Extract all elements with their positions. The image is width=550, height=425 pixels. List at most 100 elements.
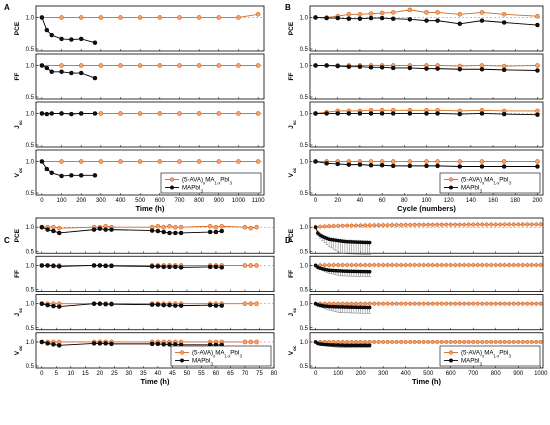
- data-point: [177, 111, 182, 116]
- data-point: [511, 263, 516, 267]
- data-point: [368, 11, 374, 16]
- data-point: [516, 263, 521, 267]
- x-tick-label: 70: [242, 371, 249, 377]
- data-point: [368, 111, 374, 116]
- data-point: [424, 10, 429, 15]
- subplot-frame: [35, 149, 265, 196]
- y-axis-label: FF: [288, 73, 295, 81]
- data-point: [354, 340, 359, 344]
- legend-label-mapbi: MAPbI3: [182, 185, 204, 194]
- data-point: [480, 263, 485, 267]
- data-point: [91, 227, 97, 232]
- data-point: [248, 339, 254, 345]
- data-point: [407, 163, 413, 169]
- data-point: [51, 224, 56, 230]
- data-point: [471, 301, 476, 306]
- y-axis-label: Voc: [288, 345, 297, 355]
- y-tick-label: 0.5: [26, 191, 35, 197]
- data-point: [390, 223, 395, 227]
- data-point: [448, 301, 453, 306]
- y-tick-label: 1.0: [300, 159, 309, 165]
- data-point: [97, 341, 103, 346]
- data-point: [345, 340, 350, 344]
- data-point: [69, 173, 74, 178]
- data-point: [379, 111, 385, 116]
- data-point: [489, 222, 494, 227]
- legend-marker: [169, 177, 175, 182]
- data-point: [381, 340, 386, 344]
- data-point: [408, 222, 413, 227]
- data-point: [394, 263, 399, 267]
- x-tick-label: 60: [213, 371, 220, 377]
- data-point: [155, 264, 161, 269]
- data-point: [91, 263, 97, 268]
- data-point: [421, 222, 426, 227]
- data-point: [535, 68, 540, 73]
- data-point: [457, 263, 462, 267]
- data-point: [49, 170, 54, 176]
- data-point: [457, 340, 462, 344]
- data-point: [493, 222, 498, 227]
- data-point: [535, 112, 540, 117]
- data-point: [236, 15, 241, 20]
- legend-label-mapbi: MAPbI3: [461, 358, 483, 367]
- data-point: [480, 301, 485, 306]
- data-point: [327, 263, 332, 268]
- x-tick-label: 300: [378, 371, 389, 377]
- data-point: [59, 15, 64, 20]
- data-point: [45, 302, 50, 308]
- data-point: [69, 70, 74, 76]
- data-point: [322, 224, 327, 229]
- series-avap: [39, 263, 259, 268]
- y-tick-label: 1.0: [26, 159, 35, 165]
- y-axis-label: FF: [14, 73, 21, 81]
- x-tick-label: 35: [140, 371, 147, 377]
- data-point: [535, 13, 540, 19]
- series-mapbi: [313, 224, 372, 255]
- data-point: [78, 173, 84, 178]
- data-point: [313, 159, 318, 164]
- data-point: [109, 227, 114, 232]
- data-point: [331, 340, 336, 344]
- x-tick-label: 300: [96, 198, 107, 204]
- data-point: [507, 263, 512, 267]
- data-point: [471, 263, 476, 267]
- data-point: [511, 301, 516, 306]
- data-point: [207, 264, 213, 270]
- subplot-frame: [35, 217, 275, 254]
- data-point: [372, 340, 377, 344]
- data-point: [475, 340, 480, 344]
- data-point: [177, 15, 182, 20]
- legend-marker: [448, 358, 454, 363]
- legend-frame: [439, 345, 541, 367]
- data-point: [475, 263, 480, 267]
- data-point: [346, 162, 352, 167]
- data-point: [368, 159, 374, 164]
- data-point: [367, 305, 372, 310]
- y-tick-label: 0.5: [300, 326, 309, 332]
- x-tick-label: 20: [334, 198, 341, 204]
- data-point: [538, 340, 543, 344]
- series-avap: [39, 159, 261, 164]
- data-point: [424, 66, 429, 71]
- legend-marker: [448, 185, 454, 190]
- data-point: [466, 222, 471, 227]
- panel-letter: C: [4, 236, 10, 245]
- data-point: [412, 263, 417, 267]
- data-point: [44, 166, 50, 172]
- data-point: [363, 223, 368, 228]
- data-point: [45, 263, 50, 268]
- data-point: [430, 222, 435, 227]
- data-point: [56, 304, 62, 309]
- data-point: [219, 303, 225, 308]
- data-point: [408, 301, 413, 306]
- data-point: [149, 264, 155, 269]
- y-axis-label: Voc: [14, 345, 23, 355]
- data-point: [498, 301, 503, 306]
- data-point: [457, 12, 463, 17]
- series-mapbi: [313, 63, 540, 73]
- data-point: [480, 222, 485, 227]
